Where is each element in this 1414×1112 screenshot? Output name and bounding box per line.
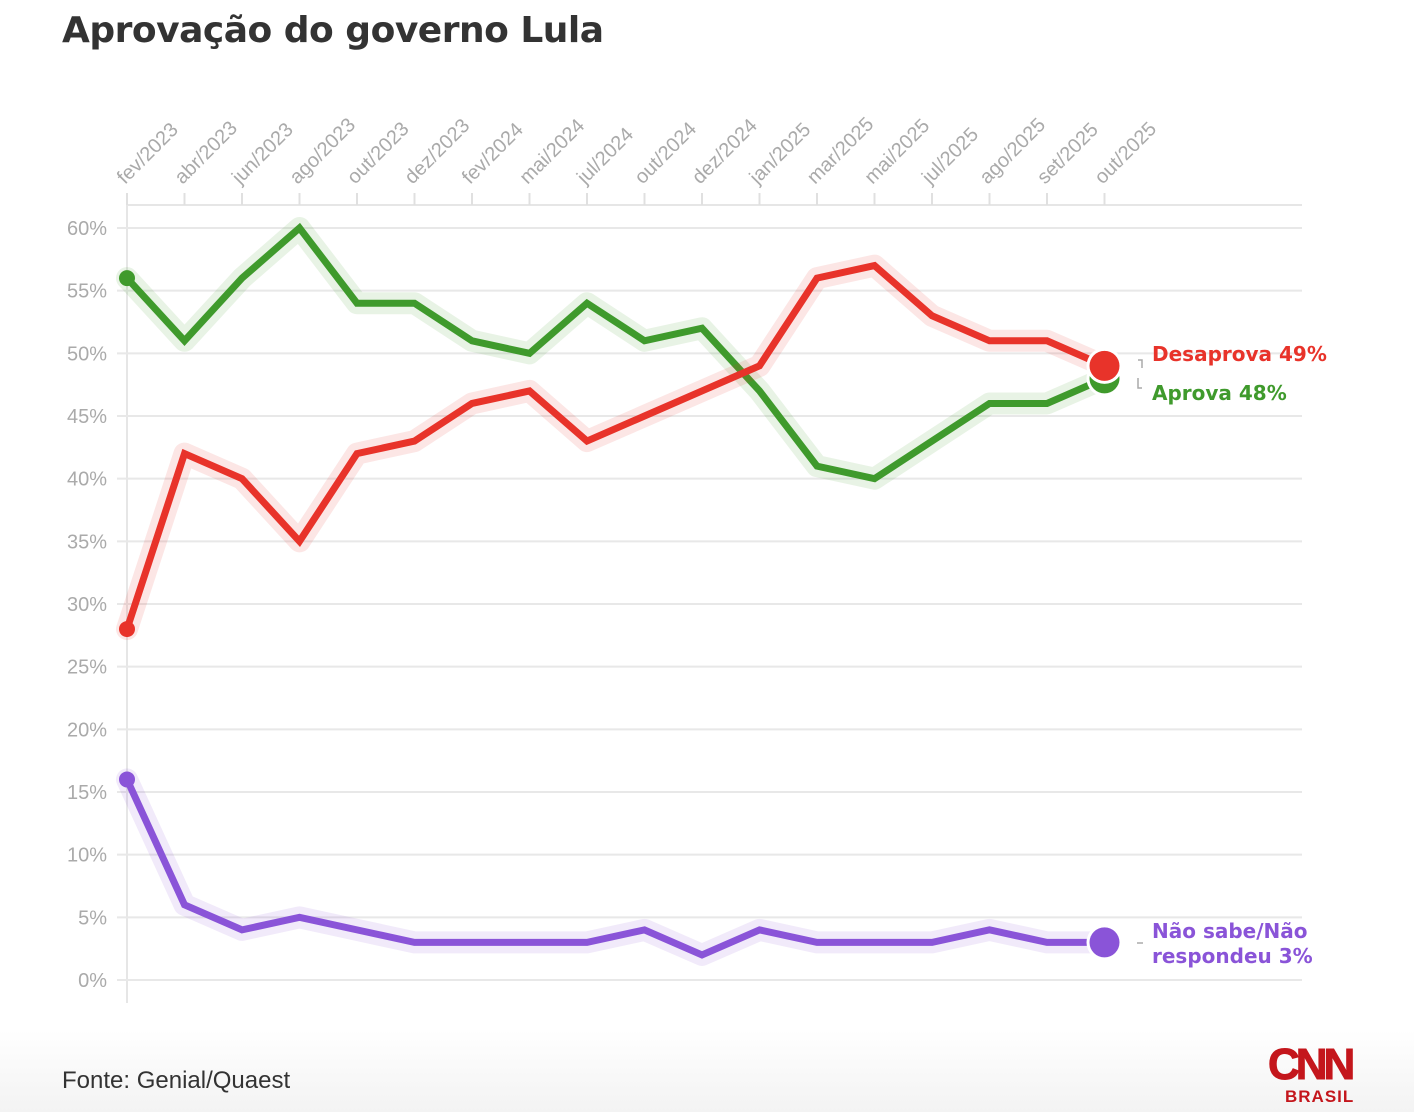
y-axis-ticks: 0% 5% 10% 15% 20% 25% 30% 35% 40% 45% 50% 55% 60% [67,218,107,992]
chart-title: Aprovação do governo Lula [62,10,604,51]
footer-background [0,1030,1414,1112]
x-tick-label: fev/2023 [113,119,183,189]
end-label-desaprova: Desaprova 49% [1152,342,1327,366]
y-tick-label: 55% [67,281,107,303]
end-labels: Desaprova 49% Aprova 48% Não sabe/Não respo… [1137,342,1327,968]
y-tick-label: 10% [67,845,107,867]
series-halo [116,768,1116,966]
y-tick-label: 60% [67,218,107,240]
x-tick-label: out/2025 [1090,118,1161,189]
series-end-point [1089,350,1120,381]
series-line [124,222,1106,483]
end-label-line: respondeu 3% [1152,944,1313,968]
y-tick-label: 40% [67,469,107,491]
y-tick-label: 0% [78,970,107,992]
y-tick-label: 25% [67,657,107,679]
end-label-line: Não sabe/Não [1152,919,1308,943]
y-tick-label: 45% [67,406,107,428]
series-line [123,778,1105,959]
y-tick-label: 30% [67,594,107,616]
label-connector [1137,378,1142,389]
gridlines [117,204,1302,1003]
y-tick-label: 20% [67,719,107,741]
source-note: Fonte: Genial/Quaest [62,1067,291,1094]
y-tick-label: 50% [67,343,107,365]
x-tick-label: abr/2023 [170,117,241,188]
series-lines [116,217,1123,966]
label-connector [1138,359,1143,368]
series-start-point [119,771,135,788]
y-tick-label: 15% [67,782,107,804]
y-tick-label: 5% [78,907,107,929]
x-axis-ticks: fev/2023abr/2023jun/2023ago/2023out/2023… [113,113,1161,205]
cnn-brasil-logo: CNN BRASIL [1268,1040,1368,1109]
logo-cnn-text: CNN [1268,1040,1356,1089]
series-start-point [119,270,135,287]
y-tick-label: 35% [67,531,107,553]
series-end-point [1089,927,1120,958]
end-label-aprova: Aprova 48% [1152,381,1287,405]
x-tick-label: out/2024 [630,118,701,189]
end-label-nao-sabe: Não sabe/Não respondeu 3% [1152,919,1313,968]
series-start-point [119,621,135,638]
series-line [123,261,1106,631]
logo-brasil-text: BRASIL [1285,1087,1355,1106]
